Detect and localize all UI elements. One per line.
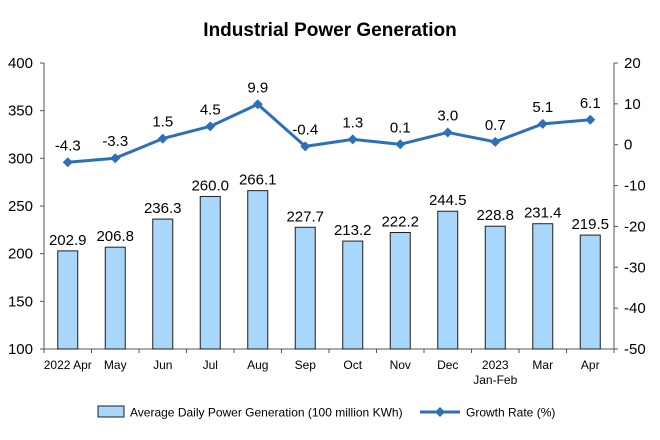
- right-tick-label: -40: [624, 300, 646, 317]
- bar: [484, 225, 506, 350]
- legend-line-label: Growth Rate (%): [466, 406, 555, 420]
- bar: [579, 234, 601, 350]
- growth-rate-label: 0.7: [485, 117, 506, 134]
- x-tick-label: Aug: [247, 358, 268, 372]
- bar: [57, 250, 79, 350]
- growth-rate-point: [347, 134, 358, 145]
- growth-rate-point: [537, 118, 548, 129]
- bar: [294, 226, 316, 350]
- legend-line-marker: [435, 407, 445, 417]
- legend-bar-label: Average Daily Power Generation (100 mill…: [130, 406, 403, 420]
- bar-value-label: 260.0: [191, 177, 229, 194]
- bar-value-label: 222.2: [381, 214, 419, 231]
- right-tick-label: 20: [624, 55, 641, 72]
- growth-rate-label: 4.5: [200, 101, 221, 118]
- growth-rate-point: [62, 157, 73, 168]
- x-tick-label: Oct: [343, 358, 362, 372]
- bar: [437, 210, 459, 350]
- x-tick-label: Mar: [532, 358, 553, 372]
- x-tick-label: 2022 Apr: [44, 358, 92, 372]
- growth-rate-line: [67, 102, 591, 164]
- left-tick-label: 250: [8, 198, 33, 215]
- bar-value-label: 266.1: [239, 172, 277, 189]
- bar-value-label: 213.2: [334, 222, 372, 239]
- x-tick-label: Jun: [153, 358, 172, 372]
- x-tick-label: Nov: [390, 358, 411, 372]
- x-tick-label: Jan-Feb: [473, 373, 517, 387]
- bar: [199, 195, 221, 350]
- bar-value-label: 231.4: [524, 205, 562, 222]
- growth-rate-label: 1.3: [342, 114, 363, 131]
- bar-value-label: 227.7: [286, 208, 324, 225]
- growth-rate-label: 5.1: [532, 99, 553, 116]
- growth-rate-point: [585, 114, 596, 125]
- x-tick-label: Dec: [437, 358, 458, 372]
- right-tick-label: -50: [624, 341, 646, 358]
- growth-rate-point: [490, 136, 501, 147]
- bar: [532, 223, 554, 350]
- bar-value-label: 206.8: [96, 228, 134, 245]
- bar: [342, 240, 364, 350]
- left-tick-label: 200: [8, 246, 33, 263]
- bar-value-label: 244.5: [429, 192, 467, 209]
- left-tick-label: 150: [8, 293, 33, 310]
- right-tick-label: -30: [624, 259, 646, 276]
- left-tick-label: 400: [8, 55, 33, 72]
- growth-rate-label: 3.0: [437, 107, 458, 124]
- right-tick-label: 10: [624, 96, 641, 113]
- growth-rate-point: [442, 127, 453, 138]
- bar-value-label: 202.9: [49, 232, 87, 249]
- bar-value-label: 219.5: [571, 216, 609, 233]
- growth-rate-point: [157, 133, 168, 144]
- right-tick-label: -20: [624, 218, 646, 235]
- growth-rate-label: -4.3: [55, 137, 81, 154]
- growth-rate-point: [252, 99, 263, 110]
- growth-rate-label: -3.3: [102, 133, 128, 150]
- x-tick-label: 2023: [482, 358, 509, 372]
- x-tick-label: Jul: [203, 358, 218, 372]
- x-tick-label: Sep: [295, 358, 317, 372]
- growth-rate-label: 6.1: [580, 95, 601, 112]
- right-tick-label: -10: [624, 178, 646, 195]
- bar-value-label: 236.3: [144, 200, 182, 217]
- growth-rate-point: [300, 141, 311, 152]
- growth-rate-point: [395, 139, 406, 150]
- left-tick-label: 100: [8, 341, 33, 358]
- growth-rate-label: 9.9: [247, 79, 268, 96]
- bar-value-label: 228.8: [476, 207, 514, 224]
- bar: [152, 218, 174, 350]
- left-tick-label: 300: [8, 150, 33, 167]
- right-tick-label: 0: [624, 137, 632, 154]
- growth-rate-point: [110, 153, 121, 164]
- x-tick-label: May: [104, 358, 127, 372]
- growth-rate-label: 0.1: [390, 119, 411, 136]
- growth-rate-point: [205, 121, 216, 132]
- bar: [389, 232, 411, 350]
- bar: [104, 246, 126, 350]
- growth-rate-label: -0.4: [292, 121, 318, 138]
- legend-bar-swatch: [97, 405, 125, 418]
- chart-title: Industrial Power Generation: [203, 20, 456, 41]
- growth-rate-label: 1.5: [152, 114, 173, 131]
- x-tick-label: Apr: [581, 358, 600, 372]
- left-tick-label: 350: [8, 103, 33, 120]
- bar: [247, 190, 269, 350]
